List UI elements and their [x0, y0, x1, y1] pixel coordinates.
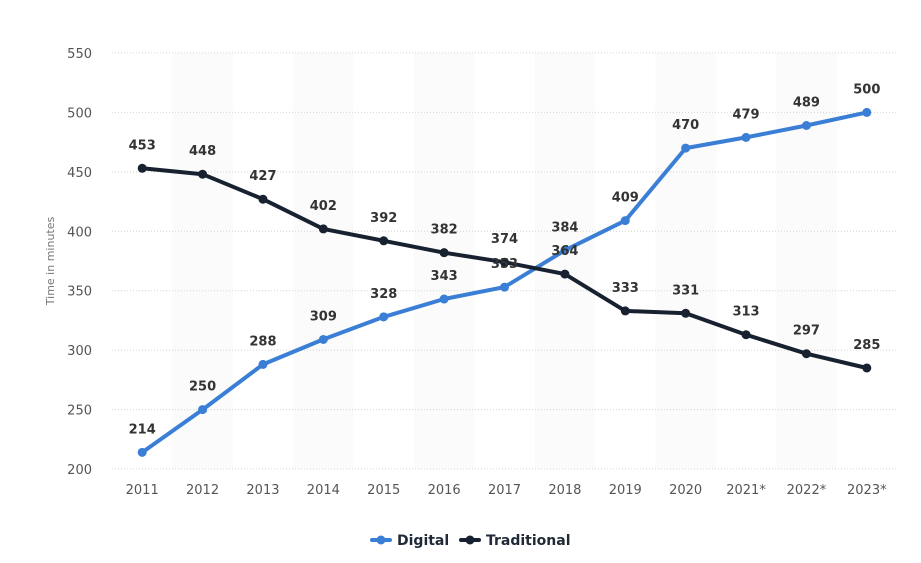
data-label-traditional: 402	[310, 199, 337, 214]
x-tick-label: 2013	[246, 483, 279, 498]
column-band	[293, 53, 354, 469]
column-band	[776, 53, 837, 469]
series-lines	[140, 110, 869, 455]
data-point-digital	[862, 107, 872, 117]
data-label-digital: 288	[249, 334, 276, 349]
x-tick-label: 2021*	[726, 483, 766, 498]
data-label-digital: 470	[672, 118, 699, 133]
column-band	[655, 53, 716, 469]
data-point-traditional	[379, 236, 389, 246]
y-axis: 200 250 300 350 400 450 500 550	[67, 47, 92, 478]
y-tick-label: 400	[67, 225, 92, 240]
data-label-traditional: 382	[431, 223, 458, 238]
column-band	[413, 53, 475, 469]
data-point-traditional	[500, 257, 509, 267]
data-labels: 214 250 288 309 328 343 353 384 409 470 479 489 500 4…	[129, 82, 881, 437]
data-points	[137, 107, 872, 457]
x-tick-label: 2023*	[847, 483, 887, 498]
y-tick-label: 500	[67, 106, 92, 121]
x-tick-label: 2016	[428, 483, 461, 498]
data-label-traditional: 392	[370, 211, 397, 226]
data-label-traditional: 285	[853, 338, 880, 353]
data-point-traditional	[862, 363, 872, 373]
data-label-traditional: 427	[249, 169, 276, 184]
data-point-digital	[500, 282, 509, 292]
data-point-digital	[801, 121, 811, 131]
data-label-digital: 500	[853, 82, 880, 97]
data-point-digital	[620, 216, 630, 226]
data-label-traditional: 453	[129, 138, 156, 153]
data-point-traditional	[801, 349, 811, 359]
data-label-digital: 409	[612, 191, 639, 206]
data-point-traditional	[560, 269, 570, 279]
data-point-traditional	[681, 308, 691, 318]
data-label-digital: 479	[732, 107, 759, 122]
data-label-digital: 384	[551, 220, 578, 235]
data-point-digital	[379, 312, 389, 322]
data-label-traditional: 331	[672, 283, 699, 298]
data-point-traditional	[198, 169, 208, 179]
data-point-traditional	[439, 248, 449, 258]
data-label-traditional: 374	[491, 232, 518, 247]
data-label-digital: 328	[370, 287, 397, 302]
legend-label-digital: Digital	[397, 533, 449, 549]
x-tick-label: 2015	[367, 483, 400, 498]
data-point-traditional	[741, 330, 751, 340]
x-tick-label: 2014	[307, 483, 340, 498]
x-tick-label: 2019	[609, 483, 642, 498]
y-tick-label: 300	[67, 344, 92, 359]
data-point-traditional	[318, 224, 328, 234]
legend-marker-dot	[465, 535, 475, 545]
data-point-digital	[439, 294, 449, 304]
y-tick-label: 550	[67, 47, 92, 62]
legend-label-traditional: Traditional	[486, 533, 571, 549]
x-tick-label: 2017	[488, 483, 521, 498]
legend-marker-dot	[376, 535, 386, 545]
data-label-traditional: 333	[612, 281, 639, 296]
data-label-digital: 353	[491, 257, 518, 272]
data-point-digital	[198, 405, 208, 415]
x-tick-label: 2012	[186, 483, 219, 498]
data-label-traditional: 364	[551, 244, 578, 259]
legend: Digital Traditional	[370, 533, 571, 549]
column-band	[172, 53, 233, 469]
data-point-traditional	[620, 306, 630, 316]
data-label-traditional: 313	[732, 305, 759, 320]
data-label-digital: 343	[431, 269, 458, 284]
x-axis: 2011 2012 2013 2014 2015 2016 2017 2018 2019 2020…	[126, 483, 887, 498]
data-label-digital: 309	[310, 309, 337, 324]
y-tick-label: 350	[67, 285, 92, 300]
x-tick-label: 2018	[548, 483, 581, 498]
data-point-traditional	[258, 194, 268, 204]
data-point-digital	[258, 359, 268, 369]
data-point-digital	[681, 143, 691, 153]
y-tick-label: 450	[67, 166, 92, 181]
x-tick-label: 2020	[669, 483, 702, 498]
data-label-digital: 214	[129, 422, 156, 437]
gridlines	[112, 52, 897, 470]
data-point-traditional	[137, 163, 147, 173]
data-point-digital	[560, 245, 570, 255]
data-point-digital	[318, 334, 328, 344]
data-label-traditional: 448	[189, 144, 216, 159]
series-line-digital	[140, 110, 869, 455]
x-tick-label: 2011	[126, 483, 159, 498]
column-bands	[172, 53, 837, 469]
x-tick-label: 2022*	[787, 483, 827, 498]
y-tick-label: 200	[67, 463, 92, 478]
data-point-digital	[741, 132, 751, 142]
data-label-digital: 489	[793, 96, 820, 111]
y-axis-label: Time in minutes	[44, 216, 57, 306]
y-tick-label: 250	[67, 404, 92, 419]
data-label-digital: 250	[189, 380, 216, 395]
data-point-digital	[137, 447, 147, 457]
data-label-traditional: 297	[793, 324, 820, 339]
